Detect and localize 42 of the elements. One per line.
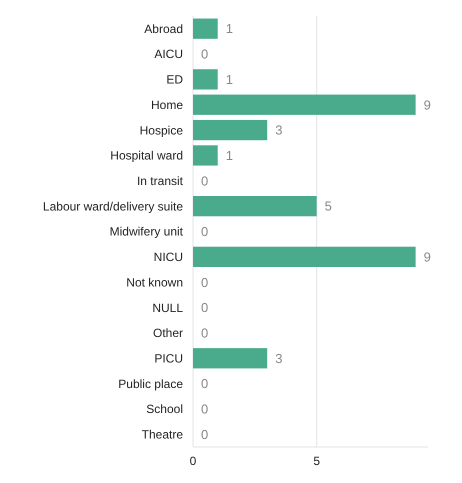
y-tick-label: Theatre: [142, 428, 184, 442]
y-tick-label: AICU: [154, 47, 183, 62]
data-label: 0: [201, 402, 208, 417]
bar: [193, 145, 218, 166]
data-label: 0: [201, 46, 208, 62]
y-tick-label: Other: [152, 326, 183, 340]
data-label: 5: [324, 198, 332, 214]
data-label: 9: [424, 97, 431, 112]
bar: [193, 246, 416, 267]
data-label: 1: [226, 21, 233, 36]
data-label: 1: [226, 72, 233, 87]
y-tick-label: Hospital ward: [110, 148, 183, 163]
data-label: 0: [201, 376, 208, 392]
y-tick-label: NICU: [154, 250, 183, 264]
y-tick-label: Not known: [126, 275, 183, 290]
data-label: 0: [201, 325, 208, 340]
data-label: 3: [275, 122, 282, 138]
data-label: 0: [201, 274, 208, 290]
data-label: 0: [201, 173, 208, 188]
data-label: 0: [201, 300, 208, 316]
y-tick-label: Midwifery unit: [110, 224, 184, 239]
data-label: 0: [201, 426, 208, 442]
y-tick-label: ED: [166, 72, 184, 87]
y-tick-label: Hospice: [140, 123, 184, 138]
y-tick-label: Abroad: [144, 22, 183, 36]
y-tick-label: School: [146, 402, 183, 416]
y-tick-label: Labour ward/delivery suite: [42, 199, 184, 214]
data-label: 0: [201, 224, 208, 240]
bar: [193, 348, 268, 368]
bar: [193, 196, 317, 216]
data-label: 1: [226, 148, 233, 163]
bar: [193, 94, 416, 115]
bar: [193, 120, 268, 140]
y-tick-label: PICU: [154, 351, 183, 366]
y-tick-label: NULL: [152, 300, 184, 315]
bar: [193, 69, 218, 90]
y-tick-label: Public place: [118, 376, 184, 391]
data-label: 9: [424, 249, 431, 264]
y-tick-label: In transit: [136, 174, 184, 188]
bar: [193, 18, 218, 39]
data-label: 3: [275, 350, 282, 366]
y-tick-label: Home: [150, 98, 184, 112]
